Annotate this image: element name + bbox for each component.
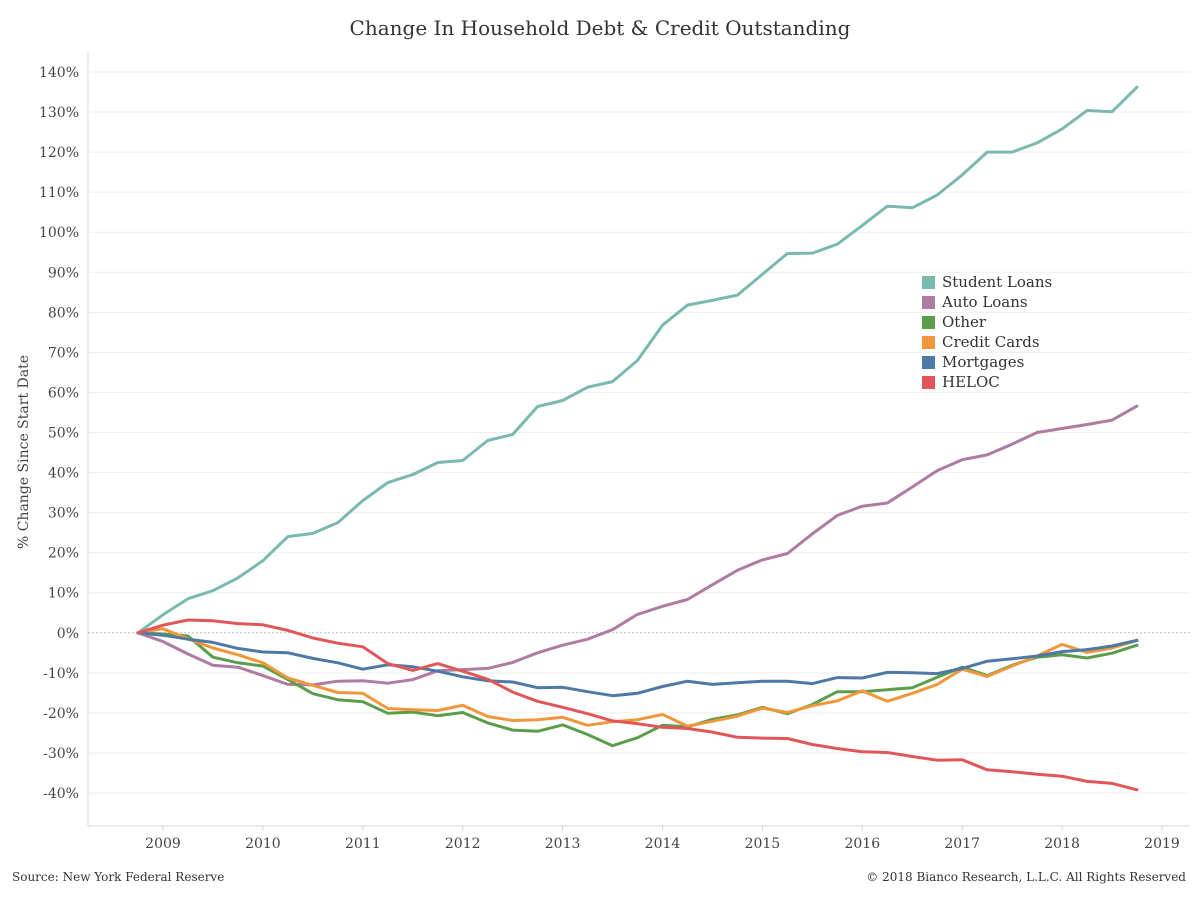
- y-tick-label: 0%: [57, 626, 79, 642]
- copyright-note: © 2018 Bianco Research, L.L.C. All Right…: [866, 870, 1186, 884]
- y-tick-label: 130%: [39, 105, 79, 121]
- x-tick-label: 2012: [445, 836, 481, 852]
- y-tick-label: -10%: [43, 666, 79, 682]
- y-tick-label: 80%: [48, 305, 79, 321]
- x-tick-labels: 2009 2010 2011 2012 2013 2014 2015 2016 2017 2018…: [145, 826, 1180, 852]
- legend-item-credit-cards: Credit Cards: [922, 332, 1052, 352]
- legend-swatch: [922, 295, 935, 309]
- series-lines: [136, 85, 1139, 792]
- series-line-auto-loans: [136, 404, 1139, 687]
- y-tick-label: 120%: [39, 145, 79, 161]
- legend-item-other: Other: [922, 312, 1052, 332]
- x-tick-label: 2018: [1044, 836, 1080, 852]
- series-line-heloc: [136, 618, 1139, 792]
- chart-title: Change In Household Debt & Credit Outsta…: [349, 16, 851, 40]
- y-tick-label: 30%: [48, 506, 79, 522]
- x-tick-label: 2016: [844, 836, 880, 852]
- legend-swatch: [922, 335, 935, 349]
- legend-swatch: [922, 315, 935, 329]
- y-tick-label: 110%: [39, 185, 79, 201]
- y-tick-label: 40%: [48, 466, 79, 482]
- y-tick-labels: 140% 130% 120% 110% 100% 90% 80% 70% 60% 50% 40% 30…: [39, 65, 79, 802]
- legend-label: Student Loans: [942, 273, 1053, 291]
- legend-label: Auto Loans: [942, 293, 1028, 311]
- legend-swatch: [922, 375, 935, 389]
- x-tick-label: 2017: [944, 836, 980, 852]
- x-tick-label: 2013: [545, 836, 581, 852]
- legend-item-mortgages: Mortgages: [922, 352, 1052, 372]
- y-tick-label: 70%: [48, 345, 79, 361]
- x-tick-label: 2011: [345, 836, 381, 852]
- x-tick-label: 2014: [645, 836, 681, 852]
- series-line-other: [136, 631, 1139, 748]
- y-tick-label: 100%: [39, 225, 79, 241]
- x-tick-label: 2015: [745, 836, 781, 852]
- legend: Student Loans Auto Loans Other Credit Cards…: [922, 272, 1052, 392]
- legend-label: Credit Cards: [942, 333, 1040, 351]
- y-tick-label: 50%: [48, 426, 79, 442]
- y-tick-label: 10%: [48, 586, 79, 602]
- gridlines: [87, 52, 1190, 827]
- x-tick-label: 2009: [145, 836, 181, 852]
- y-tick-label: -30%: [43, 746, 79, 762]
- legend-swatch: [922, 355, 935, 369]
- y-tick-label: -20%: [43, 706, 79, 722]
- y-tick-label: 60%: [48, 385, 79, 401]
- y-tick-label: -40%: [43, 786, 79, 802]
- legend-swatch: [922, 275, 935, 289]
- x-tick-label: 2019: [1144, 836, 1180, 852]
- legend-label: Mortgages: [942, 353, 1025, 371]
- legend-item-auto-loans: Auto Loans: [922, 292, 1052, 312]
- series-line-credit-cards: [136, 627, 1139, 728]
- legend-label: HELOC: [942, 373, 1000, 391]
- series-line-student-loans: [136, 85, 1139, 635]
- series-line-mortgages: [136, 631, 1139, 698]
- y-tick-label: 20%: [48, 546, 79, 562]
- legend-label: Other: [942, 313, 987, 331]
- source-note: Source: New York Federal Reserve: [12, 870, 225, 884]
- legend-item-heloc: HELOC: [922, 372, 1052, 392]
- legend-item-student-loans: Student Loans: [922, 272, 1052, 292]
- y-tick-label: 140%: [39, 65, 79, 81]
- y-tick-label: 90%: [48, 265, 79, 281]
- x-tick-label: 2010: [245, 836, 281, 852]
